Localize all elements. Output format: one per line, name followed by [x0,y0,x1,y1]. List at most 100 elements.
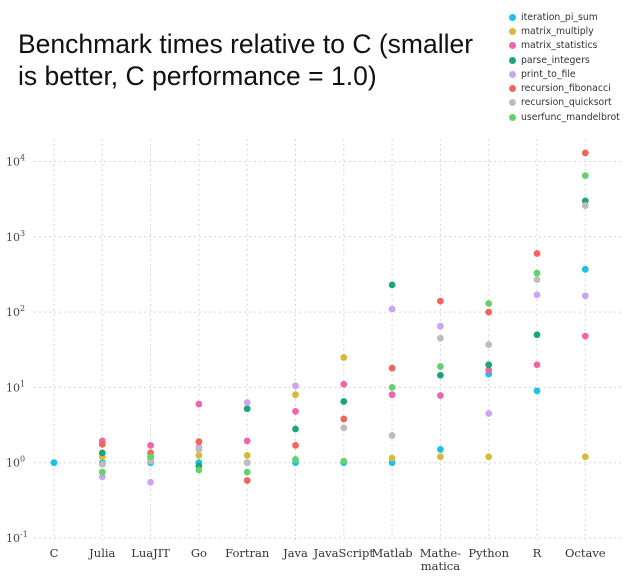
data-point-iteration_pi_sum [437,446,444,453]
data-point-parse_integers [485,361,493,369]
legend-label: print_to_file [521,68,576,80]
data-point-print_to_file [485,410,493,417]
data-point-print_to_file [388,305,396,313]
data-point-parse_integers [533,331,541,339]
legend-label: recursion_fibonacci [521,83,611,95]
data-point-matrix_statistics [195,400,203,408]
data-point-userfunc_mandelbrot [485,300,493,307]
legend-label: iteration_pi_sum [521,11,598,23]
legend-marker [509,56,516,64]
data-point-parse_integers [437,371,444,379]
data-point-recursion_quicksort [243,459,251,467]
data-point-recursion_quicksort [437,334,444,342]
data-point-print_to_file [533,291,541,299]
chart-legend: iteration_pi_sum matrix_multiply matrix_st… [509,10,634,124]
legend-label: userfunc_mandelbrot [521,111,620,123]
legend-marker [509,13,516,21]
legend-item: matrix_multiply [509,24,634,38]
legend-item: print_to_file [509,67,634,81]
data-point-matrix_statistics [437,392,444,399]
legend-marker [509,70,516,78]
data-point-matrix_statistics [581,332,589,340]
y-tick-label: 100 [6,455,25,470]
data-point-matrix_multiply [485,453,493,461]
data-point-print_to_file [292,382,299,390]
legend-marker [509,99,516,107]
data-point-recursion_quicksort [581,202,589,209]
data-point-matrix_statistics [292,408,299,415]
y-tick-label: 10-1 [6,530,28,545]
data-point-recursion_fibonacci [340,415,348,423]
data-point-iteration_pi_sum [581,265,589,273]
data-point-recursion_fibonacci [195,438,203,446]
legend-marker [509,113,516,121]
data-point-userfunc_mandelbrot [195,466,203,474]
data-point-userfunc_mandelbrot [98,468,106,476]
data-point-userfunc_mandelbrot [147,453,155,461]
y-tick-label: 103 [6,229,25,244]
data-point-matrix_multiply [581,453,589,461]
legend-item: parse_integers [509,53,634,67]
data-point-print_to_file [581,292,589,300]
x-tick-label: Python [468,546,509,560]
data-point-iteration_pi_sum [50,459,58,467]
legend-item: recursion_fibonacci [509,81,634,95]
data-point-userfunc_mandelbrot [292,456,299,463]
data-point-matrix_statistics [340,380,348,388]
axis-layer: 10-1 100 101 102 103 104 C Julia LuaJIT Go Fortran… [6,154,606,574]
data-point-matrix_statistics [243,437,251,445]
data-point-matrix_multiply [340,354,348,361]
data-point-recursion_fibonacci [581,149,589,157]
data-point-parse_integers [243,405,251,413]
legend-label: parse_integers [521,54,590,66]
data-point-print_to_file [437,322,444,330]
legend-label: matrix_multiply [521,25,594,37]
x-tick-label-line2: matica [421,559,461,573]
data-point-matrix_multiply [292,391,299,399]
x-tick-label: Matlab [372,546,413,560]
data-point-recursion_quicksort [98,460,106,468]
data-point-matrix_statistics [147,441,155,449]
x-tick-label: Julia [88,546,115,560]
data-point-recursion_fibonacci [533,250,541,257]
data-point-matrix_multiply [243,452,251,459]
data-point-recursion_quicksort [340,424,348,432]
data-point-recursion_fibonacci [437,297,444,305]
legend-label: recursion_quicksort [521,97,612,109]
data-point-userfunc_mandelbrot [388,384,396,391]
data-point-matrix_statistics [533,361,541,369]
chart-title-line-1: Benchmark times relative to C (smaller [18,29,474,59]
data-point-userfunc_mandelbrot [340,457,348,465]
data-point-recursion_quicksort [533,276,541,284]
data-point-matrix_multiply [388,454,396,462]
legend-label: matrix_statistics [521,40,598,52]
data-point-recursion_fibonacci [243,477,251,484]
data-point-recursion_fibonacci [292,441,299,449]
data-point-parse_integers [292,425,299,433]
data-point-userfunc_mandelbrot [533,269,541,277]
data-point-print_to_file [147,478,155,486]
data-point-matrix_statistics [485,366,493,374]
y-tick-label: 102 [6,304,25,319]
data-point-recursion_quicksort [195,446,203,453]
point-layer [50,149,589,486]
legend-marker [509,27,516,35]
data-point-userfunc_mandelbrot [581,172,589,179]
chart-title-line-2: is better, C performance = 1.0) [18,61,377,91]
x-tick-label: Octave [565,546,606,560]
legend-item: iteration_pi_sum [509,10,634,24]
data-point-parse_integers [388,281,396,289]
x-tick-label: JavaScript [313,546,375,560]
data-point-userfunc_mandelbrot [437,363,444,370]
x-tick-label: Java [282,546,308,560]
data-point-recursion_fibonacci [388,364,396,372]
data-point-parse_integers [340,398,348,405]
legend-marker [509,42,516,50]
x-tick-label: Mathe- [420,546,461,560]
x-tick-label: R [533,546,542,560]
y-tick-label: 101 [6,379,25,394]
x-tick-label: Go [191,546,207,560]
x-tick-label: Fortran [225,546,270,560]
data-point-recursion_fibonacci [98,440,106,448]
